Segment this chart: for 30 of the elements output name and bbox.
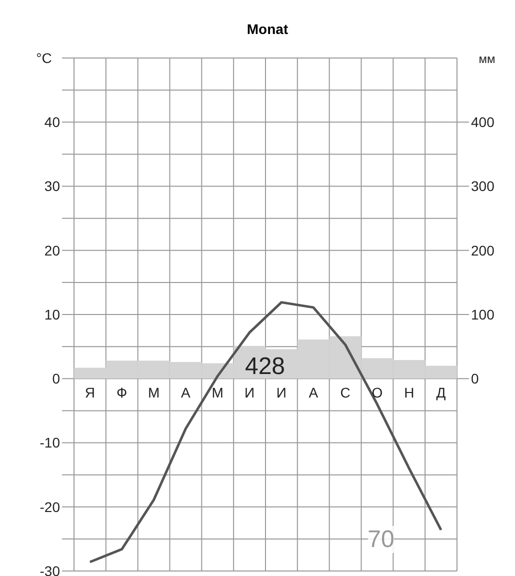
x-tick-label: М	[148, 384, 160, 401]
x-tick-label: А	[181, 384, 192, 401]
y-tick-label: -10	[40, 434, 60, 451]
y-axis-title: °C	[36, 50, 52, 66]
x-tick-label: А	[308, 384, 319, 401]
x-tick-label: С	[340, 384, 350, 401]
y-tick-label: -20	[40, 498, 60, 515]
y2-tick-label: 200	[471, 242, 495, 258]
y2-tick-label: 0	[471, 370, 479, 387]
y-tick-label: 20	[44, 242, 60, 258]
x-tick-label: Н	[404, 384, 414, 401]
annotation: 70	[368, 526, 394, 553]
x-tick-label: Д	[436, 384, 446, 401]
y2-axis-title: мм	[478, 52, 496, 66]
x-tick-label: И	[244, 384, 255, 401]
x-tick-label: Ф	[116, 384, 128, 401]
y-tick-label: 0	[52, 370, 60, 387]
chart-title: Monat	[246, 21, 288, 37]
x-tick-label: Я	[84, 384, 96, 401]
y-tick-label: 10	[44, 306, 60, 322]
x-tick-label: М	[212, 384, 224, 401]
x-tick-label: И	[276, 384, 286, 401]
y2-tick-label: 400	[471, 114, 495, 130]
annotation: 428	[244, 353, 286, 380]
y2-tick-label: 100	[471, 306, 495, 322]
y-tick-label: 40	[44, 114, 60, 130]
y-tick-label: 30	[44, 178, 60, 194]
x-tick-label: О	[372, 384, 383, 401]
y-tick-label: -30	[40, 562, 60, 576]
y2-tick-label: 300	[471, 178, 495, 194]
